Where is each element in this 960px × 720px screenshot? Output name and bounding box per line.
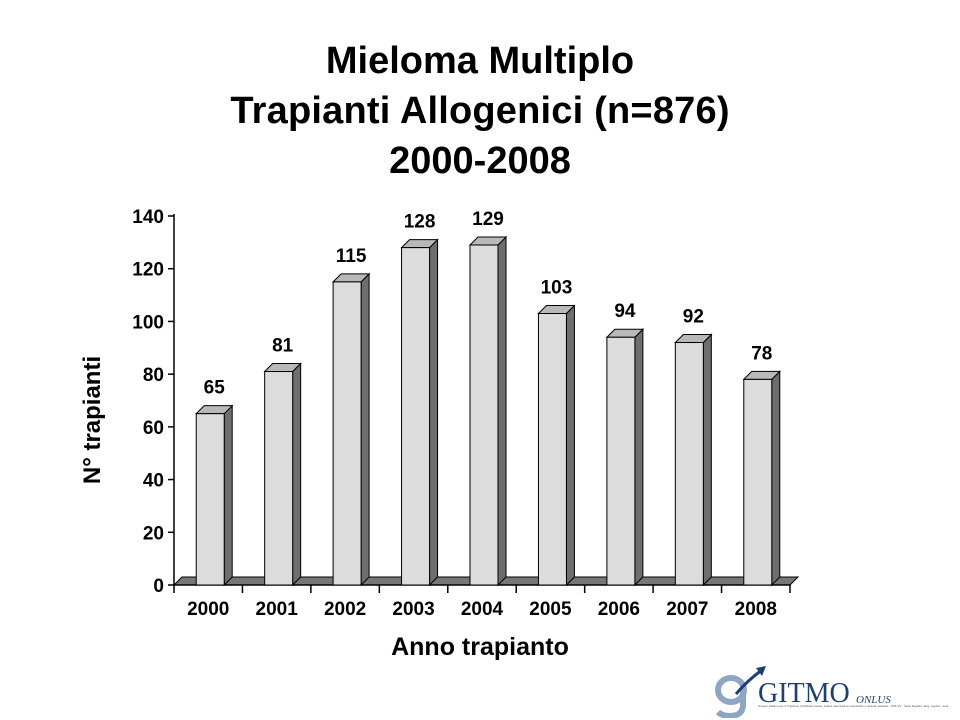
bar: [537, 313, 567, 586]
y-tick-label: 20: [143, 523, 164, 544]
y-tick-label: 140: [132, 207, 164, 228]
chart-title: Mieloma Multiplo Trapianti Allogenici (n…: [0, 36, 960, 186]
bar-side: [702, 333, 712, 587]
logo-tagline: Gruppo Italiano per il Trapianto di Mido…: [758, 704, 948, 708]
bar: [674, 342, 704, 586]
data-label: 128: [404, 212, 436, 233]
x-tick-label: 2007: [666, 599, 708, 620]
bar: [401, 247, 431, 586]
bar: [264, 371, 294, 586]
x-tick-label: 2000: [187, 599, 229, 620]
x-tick-label: 2005: [529, 599, 572, 620]
x-tick-label: 2008: [735, 599, 777, 620]
bar-side: [634, 328, 644, 587]
bar: [469, 244, 499, 586]
data-label: 103: [541, 278, 573, 299]
bar: [606, 336, 636, 586]
y-tick-label: 40: [143, 471, 164, 492]
y-tick-label: 60: [143, 418, 164, 439]
y-tick-label: 120: [132, 260, 164, 281]
data-label: 81: [272, 336, 294, 357]
bar-side: [771, 370, 781, 587]
title-line-3: 2000-2008: [389, 140, 571, 182]
bar-side: [565, 304, 575, 587]
x-tick-label: 2004: [461, 599, 504, 620]
logo-suffix: ONLUS: [856, 694, 891, 706]
gitmo-logo: GITMO ONLUS Gruppo Italiano per il Trapi…: [712, 664, 948, 718]
x-tick-label: 2001: [256, 599, 299, 620]
title-line-1: Mieloma Multiplo: [325, 40, 635, 82]
logo-name: GITMO: [758, 678, 850, 709]
data-label: 65: [204, 378, 226, 399]
x-tick-label: 2006: [598, 599, 640, 620]
bar: [743, 378, 773, 586]
bar-side: [497, 235, 507, 587]
bar-side: [223, 404, 233, 587]
bar-side: [360, 272, 370, 587]
bar-side: [429, 238, 439, 587]
bar-side: [292, 362, 302, 587]
y-axis-label: N° trapianti: [79, 355, 106, 485]
data-label: 94: [614, 301, 636, 322]
bar: [195, 413, 225, 586]
x-tick-label: 2002: [324, 599, 366, 620]
x-tick-label: 2003: [392, 599, 434, 620]
y-tick-label: 80: [143, 365, 164, 386]
data-label: 129: [472, 209, 504, 230]
data-label: 92: [683, 307, 704, 328]
x-axis-label: Anno trapianto: [391, 633, 569, 661]
data-label: 115: [336, 246, 367, 267]
y-tick-label: 0: [153, 576, 164, 597]
bar: [332, 281, 362, 586]
data-label: 78: [751, 343, 772, 364]
gitmo-logo-mark-icon: [715, 666, 766, 718]
title-line-2: Trapianti Allogenici (n=876): [230, 90, 730, 132]
y-tick-label: 100: [132, 312, 164, 333]
